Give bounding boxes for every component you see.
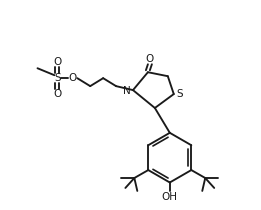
Text: S: S — [176, 89, 183, 99]
Text: O: O — [146, 54, 154, 64]
Text: OH: OH — [162, 192, 178, 202]
Text: O: O — [53, 89, 62, 99]
Text: O: O — [68, 73, 76, 83]
Text: S: S — [54, 73, 61, 83]
Text: O: O — [53, 57, 62, 67]
Text: N: N — [123, 86, 131, 96]
